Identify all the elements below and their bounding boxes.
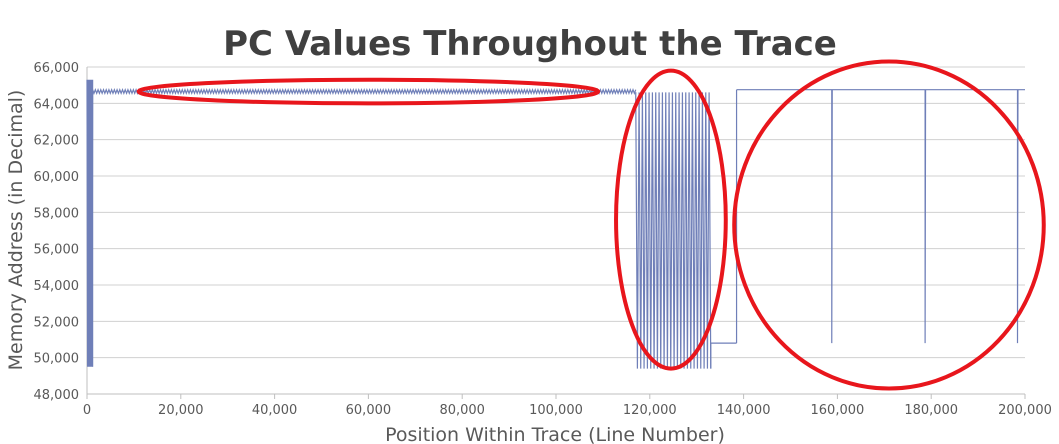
series-line-segment xyxy=(92,87,637,96)
y-tick-label: 52,000 xyxy=(34,315,80,330)
x-tick-label: 200,000 xyxy=(998,403,1052,418)
y-axis-ticks: 48,000 50,000 52,000 54,000 56,000 58,000 60,0… xyxy=(34,61,80,403)
series-line-segment xyxy=(736,89,1025,344)
annotations xyxy=(136,59,1046,391)
x-tick-label: 100,000 xyxy=(529,403,583,418)
x-tick-label: 0 xyxy=(83,403,91,418)
x-tick-label: 60,000 xyxy=(346,403,392,418)
grid-lines xyxy=(86,66,1025,395)
chart-title: PC Values Throughout the Trace xyxy=(223,24,837,64)
x-tick-label: 80,000 xyxy=(439,403,485,418)
series-line-segment xyxy=(86,79,94,367)
y-tick-label: 50,000 xyxy=(34,352,80,367)
y-tick-label: 62,000 xyxy=(34,134,80,149)
annotation-ellipse xyxy=(732,59,1046,391)
y-tick-label: 60,000 xyxy=(34,170,80,185)
annotation-ellipse xyxy=(136,77,601,106)
y-tick-label: 66,000 xyxy=(34,61,80,76)
x-tick-label: 40,000 xyxy=(252,403,298,418)
x-tick-label: 160,000 xyxy=(811,403,865,418)
annotation-ellipse xyxy=(614,68,728,371)
y-tick-label: 56,000 xyxy=(34,243,80,258)
y-tick-label: 58,000 xyxy=(34,206,80,221)
x-tick-label: 20,000 xyxy=(158,403,204,418)
x-tick-label: 120,000 xyxy=(623,403,677,418)
x-axis-ticks: 0 20,000 40,000 60,000 80,000 100,000 120,000 1… xyxy=(83,394,1052,418)
series-line-segment xyxy=(635,92,712,369)
plot-area xyxy=(86,79,1025,369)
y-tick-label: 48,000 xyxy=(34,388,80,403)
y-tick-label: 54,000 xyxy=(34,279,80,294)
x-tick-label: 180,000 xyxy=(904,403,958,418)
y-tick-label: 64,000 xyxy=(34,97,80,112)
x-tick-label: 140,000 xyxy=(717,403,771,418)
y-axis-label: Memory Address (in Decimal) xyxy=(5,90,27,371)
x-axis-label: Position Within Trace (Line Number) xyxy=(385,424,725,444)
